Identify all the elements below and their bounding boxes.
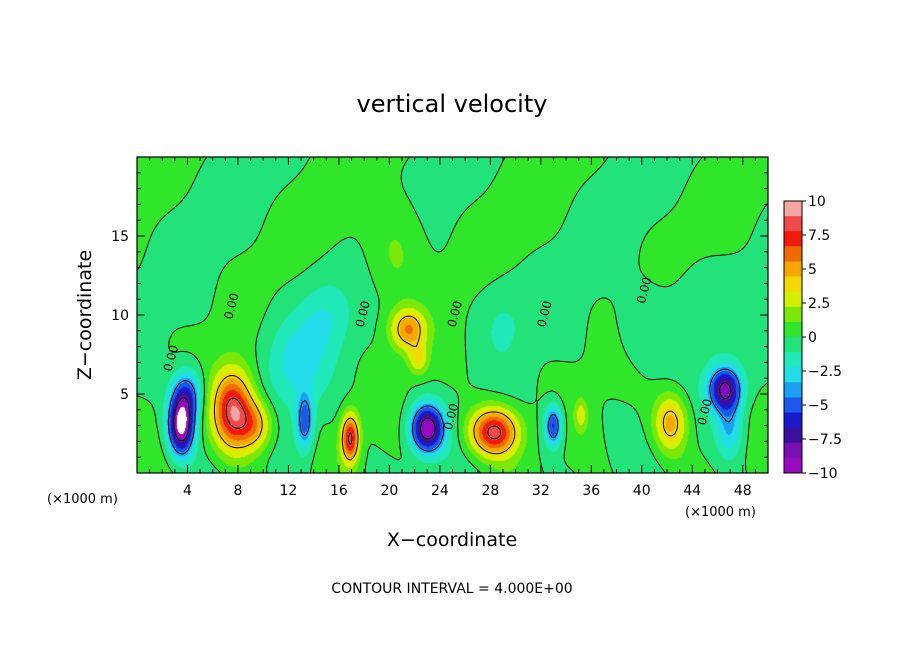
colorbar-swatch	[784, 246, 802, 262]
contour-label: 0.00	[534, 299, 554, 328]
x-unit-left: (×1000 m)	[47, 492, 118, 507]
x-unit-right: (×1000 m)	[685, 505, 756, 520]
colorbar-swatch	[784, 427, 802, 444]
colorbar-tick-label: −10	[808, 466, 838, 482]
x-tick-label: 8	[233, 483, 242, 499]
colorbar-swatch	[784, 261, 802, 278]
colorbar-tick-label: 0	[808, 330, 817, 346]
colorbar-swatch	[784, 321, 802, 338]
contour-labels: 0.00 0.00 0.00 0.00 0.00 0.00 0.00 0.00	[161, 276, 715, 432]
x-tick-label: 16	[330, 483, 348, 499]
chart-title: vertical velocity	[357, 90, 548, 118]
colorbar-tick-label: 10	[808, 194, 826, 210]
x-tick-label: 12	[280, 483, 298, 499]
x-tick-label: 24	[431, 483, 449, 499]
x-tick-label: 36	[582, 483, 600, 499]
contour-label: 0.00	[441, 402, 461, 431]
colorbar-ticks: 10 7.5 5 2.5 0 −2.5 −5 −7.5 −10	[802, 194, 842, 482]
contour-line-level-neg4	[167, 368, 741, 455]
y-tick-label: 5	[120, 387, 129, 403]
x-tick-label: 44	[683, 483, 701, 499]
x-axis-label: X−coordinate	[387, 529, 517, 551]
colorbar-tick-label: 7.5	[808, 228, 830, 244]
colorbar-tick-label: 5	[808, 262, 817, 278]
colorbar-swatch	[784, 442, 802, 459]
colorbar: 10 7.5 5 2.5 0 −2.5 −5 −7.5 −10	[783, 194, 842, 482]
colorbar-swatch	[784, 291, 802, 308]
y-axis-ticks: 5 10 15	[111, 172, 768, 458]
contour-line-level-0	[136, 156, 769, 474]
y-axis-label: Z−coordinate	[74, 250, 96, 380]
colorbar-swatch	[784, 216, 802, 232]
y-tick-label: 15	[111, 229, 129, 245]
colorbar-tick-label: −7.5	[808, 432, 842, 448]
contour-label: 0.00	[695, 397, 715, 426]
colorbar-swatch	[784, 201, 802, 217]
colorbar-swatch	[784, 276, 802, 293]
x-axis-ticks: 4 8 12 16 20 24 28 32 36 40 44 48	[149, 157, 756, 499]
contour-label: 0.00	[634, 276, 654, 305]
colorbar-swatch	[784, 397, 802, 414]
vertical-velocity-field	[137, 157, 768, 473]
contour-lines	[136, 156, 769, 474]
contour-line-level-neg8	[173, 382, 731, 442]
plot-area: 0.000.00 0.00 0.00 0.000.000.000.00 4 8 12 16 2…	[111, 156, 769, 499]
contour-interval-note: CONTOUR INTERVAL = 4.000E+00	[331, 581, 572, 597]
colorbar-swatch	[784, 337, 802, 353]
colorbar-swatch	[784, 412, 802, 429]
contour-label: 0.00	[221, 291, 241, 320]
contour-label: 0.00	[445, 299, 465, 328]
colorbar-swatch	[784, 352, 802, 368]
contour-label: 0.00	[161, 343, 181, 372]
colorbar-swatch	[784, 367, 802, 383]
colorbar-tick-label: −5	[808, 398, 829, 414]
x-tick-label: 32	[532, 483, 550, 499]
colorbar-tick-label: 2.5	[808, 296, 830, 312]
x-tick-label: 28	[481, 483, 499, 499]
contour-line-level-8	[225, 397, 502, 445]
x-tick-label: 48	[734, 483, 752, 499]
y-tick-label: 10	[111, 308, 129, 324]
x-tick-label: 40	[633, 483, 651, 499]
x-tick-label: 20	[380, 483, 398, 499]
contour-line-level-4	[213, 315, 678, 461]
colorbar-swatch	[784, 457, 802, 474]
colorbar-swatch	[784, 382, 802, 398]
contour-label: 0.00	[353, 299, 373, 328]
colorbar-swatch	[784, 231, 802, 247]
x-tick-label: 4	[183, 483, 192, 499]
colorbar-swatches	[784, 201, 802, 474]
colorbar-swatch	[784, 306, 802, 323]
colorbar-tick-label: −2.5	[808, 364, 842, 380]
